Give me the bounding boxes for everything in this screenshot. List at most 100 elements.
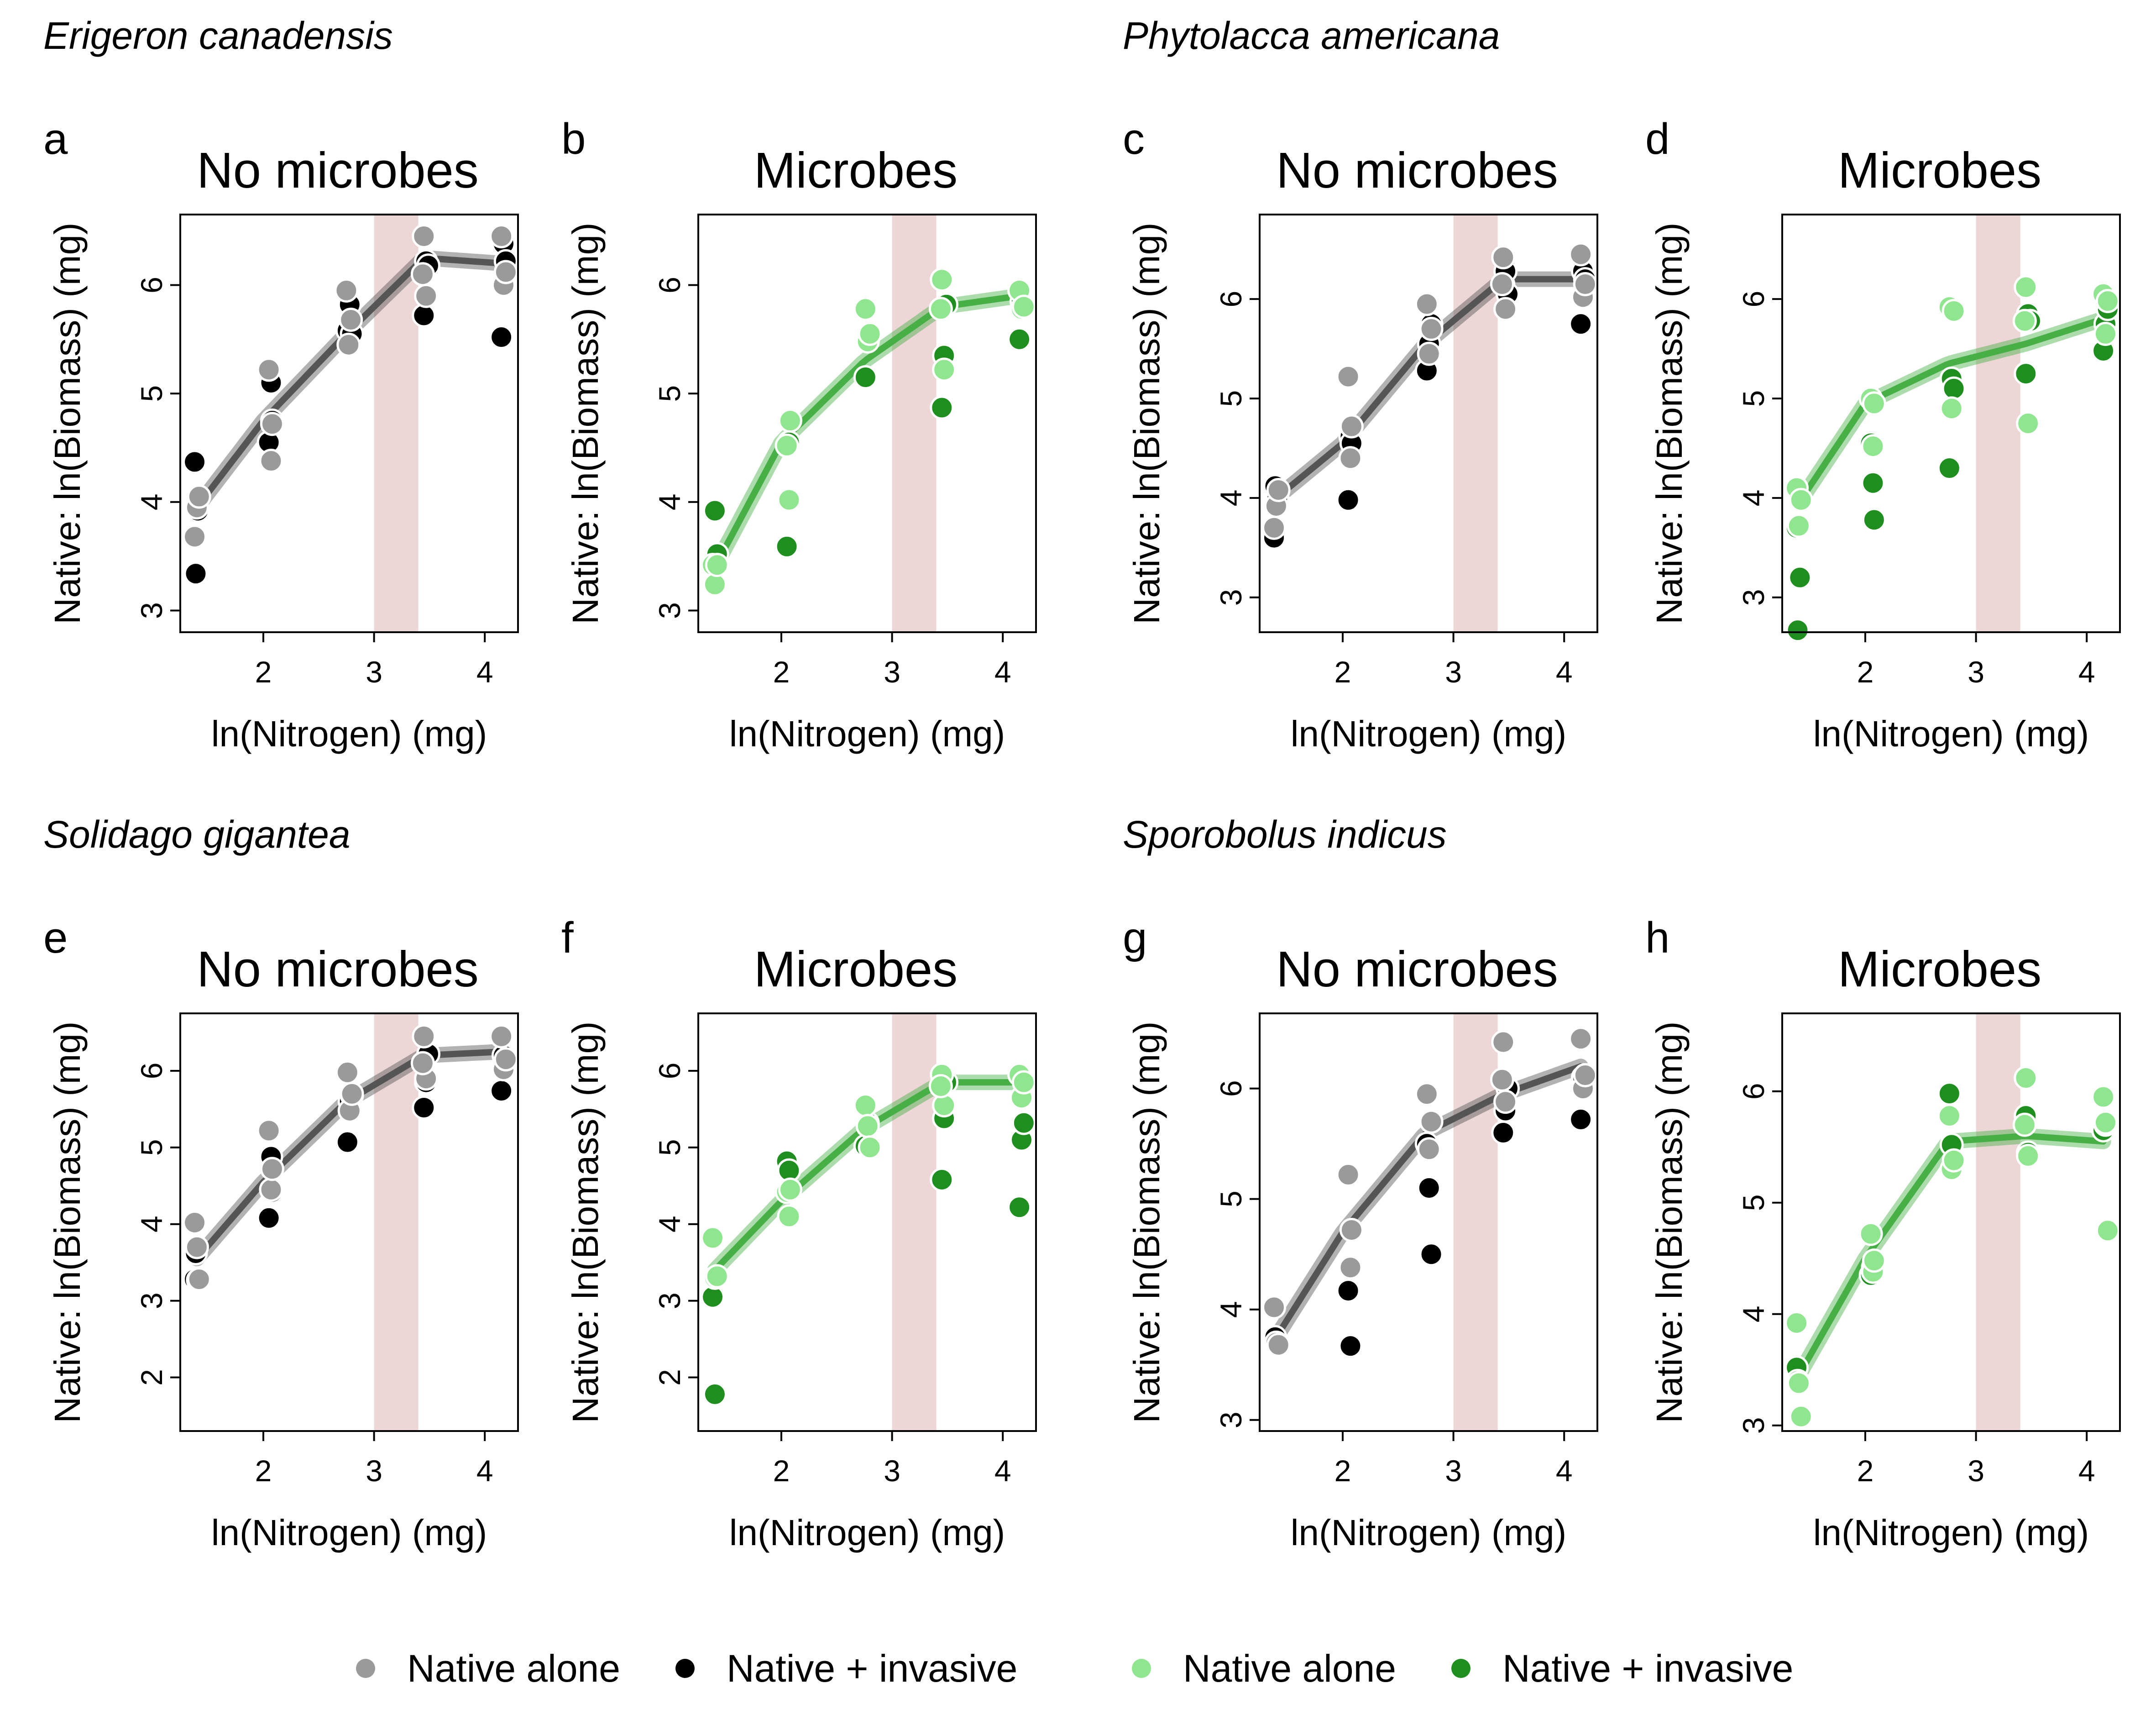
point-native-invasive (1788, 565, 1812, 590)
point-native-alone (2016, 411, 2041, 435)
x-tick-label: 4 (994, 1454, 1011, 1488)
point-native-invasive (2014, 362, 2038, 386)
y-tick-label: 6 (1737, 1083, 1770, 1100)
reference-band (892, 1013, 937, 1431)
panel-letter: h (1645, 913, 1670, 962)
x-tick-label: 2 (1334, 1454, 1351, 1488)
point-native-alone (187, 1267, 211, 1292)
point-native-alone (339, 308, 363, 332)
point-native-alone (2014, 275, 2038, 299)
point-native-alone (778, 409, 802, 433)
point-native-alone (774, 433, 799, 458)
panel-letter: b (561, 115, 586, 163)
x-tick-label: 2 (255, 1454, 272, 1488)
y-axis-label: Native: ln(Biomass) (mg) (1126, 1021, 1167, 1423)
legend-item-native-invasive-no-microbes: Native + invasive (675, 1643, 1017, 1694)
point-native-alone (1338, 446, 1363, 471)
panel-letter: f (561, 913, 574, 962)
point-native-invasive (1338, 1334, 1363, 1358)
point-native-invasive (489, 325, 514, 350)
point-native-alone (2093, 321, 2118, 346)
y-tick-label: 4 (1737, 1306, 1770, 1322)
x-tick-label: 4 (1556, 655, 1573, 689)
chart-svg: 2 3 4 3 4 5 6 ln(Nitrogen) (mg) Native: ln(Bioma… (47, 214, 519, 754)
panel-g: g No microbes 2 3 4 3 4 5 6 ln(Nitrogen) (mg) Nati… (1123, 913, 1661, 1553)
x-tick-label: 4 (994, 655, 1011, 689)
legend-marker-native-invasive-darkgreen (1451, 1659, 1470, 1678)
legend-item-native-invasive-microbes: Native + invasive (1451, 1643, 1793, 1694)
point-native-alone (777, 1204, 801, 1229)
y-tick-label: 6 (1214, 1080, 1248, 1097)
panel-title: No microbes (197, 941, 479, 997)
point-native-alone (335, 1060, 360, 1085)
x-axis-label: ln(Nitrogen) (mg) (729, 1512, 1005, 1553)
point-native-invasive (1011, 1111, 1036, 1135)
point-native-alone (1789, 488, 1813, 512)
point-native-alone (1491, 245, 1516, 270)
point-native-alone (2014, 1066, 2038, 1091)
chart-svg: 2 3 4 3 4 5 6 ln(Nitrogen) (mg) Native: ln(Bioma… (1126, 1012, 1598, 1553)
y-tick-label: 6 (653, 277, 686, 294)
y-tick-label: 6 (1214, 291, 1248, 308)
point-native-invasive (1785, 618, 1810, 643)
point-native-alone (1490, 272, 1514, 296)
reference-band (1976, 1013, 2020, 1431)
y-tick-label: 6 (653, 1063, 686, 1080)
panel-title: Microbes (1837, 142, 2042, 199)
point-native-invasive (489, 1079, 514, 1103)
point-native-alone (410, 1051, 435, 1075)
point-native-alone (858, 1135, 882, 1160)
point-native-alone (1786, 1371, 1811, 1395)
point-native-invasive (1417, 1175, 1441, 1200)
point-native-alone (493, 1047, 518, 1072)
point-native-alone (1417, 1137, 1441, 1162)
point-native-alone (1493, 1090, 1518, 1114)
point-native-alone (1490, 1067, 1514, 1092)
x-axis-label: ln(Nitrogen) (mg) (1813, 713, 2089, 754)
y-axis-label: Native: ln(Biomass) (mg) (1649, 1021, 1690, 1423)
panel-c: c No microbes 2 3 4 3 4 5 6 ln(Nitrogen) (mg) Nati… (1123, 114, 1661, 754)
x-tick-label: 2 (1334, 655, 1351, 689)
x-tick-label: 3 (1968, 655, 1984, 689)
legend-marker-native-invasive-black (675, 1659, 695, 1678)
chart-svg: 2 3 4 3 4 5 6 ln(Nitrogen) (mg) Native: ln(Bioma… (1126, 214, 1598, 754)
x-tick-label: 3 (1968, 1454, 1984, 1488)
panel-title: Microbes (754, 142, 958, 199)
panel-title: No microbes (1276, 941, 1558, 997)
legend-label: Native alone (407, 1646, 620, 1690)
point-native-invasive (930, 1167, 954, 1192)
point-native-alone (705, 553, 729, 577)
reference-band (892, 215, 937, 632)
fit-line (1273, 1063, 1584, 1341)
point-native-alone (777, 488, 801, 512)
point-native-alone (1493, 297, 1518, 321)
y-tick-label: 4 (1214, 490, 1248, 507)
point-native-invasive (1569, 312, 1593, 336)
y-tick-label: 5 (653, 1139, 686, 1156)
y-tick-label: 4 (653, 1216, 686, 1232)
point-native-alone (489, 224, 514, 249)
point-native-invasive (1941, 376, 1966, 401)
point-native-alone (256, 357, 281, 382)
x-tick-label: 4 (476, 1454, 493, 1488)
point-native-alone (1569, 242, 1593, 267)
point-native-alone (1417, 341, 1441, 366)
species-label-2: Phytolacca americana (1123, 14, 1500, 57)
panel-title: Microbes (1837, 941, 2042, 997)
point-native-alone (340, 1081, 364, 1106)
point-native-invasive (1937, 456, 1962, 481)
y-tick-label: 3 (1214, 589, 1248, 606)
point-native-alone (1941, 1148, 1966, 1173)
point-native-alone (2095, 1218, 2120, 1243)
point-native-alone (1937, 1103, 1962, 1128)
point-native-alone (853, 1093, 878, 1117)
species-label-1: Erigeron canadensis (43, 14, 393, 57)
y-tick-label: 3 (135, 1292, 168, 1309)
y-tick-label: 6 (135, 1063, 168, 1080)
point-native-alone (928, 1074, 953, 1098)
y-tick-label: 6 (135, 277, 168, 294)
x-tick-label: 3 (366, 655, 382, 689)
legend-marker-native-alone-grey (356, 1659, 375, 1678)
panel-b: b Microbes 2 3 4 3 4 5 6 ln(Nitrogen) (mg) Native:… (561, 114, 1100, 754)
point-native-invasive (1419, 1242, 1444, 1267)
